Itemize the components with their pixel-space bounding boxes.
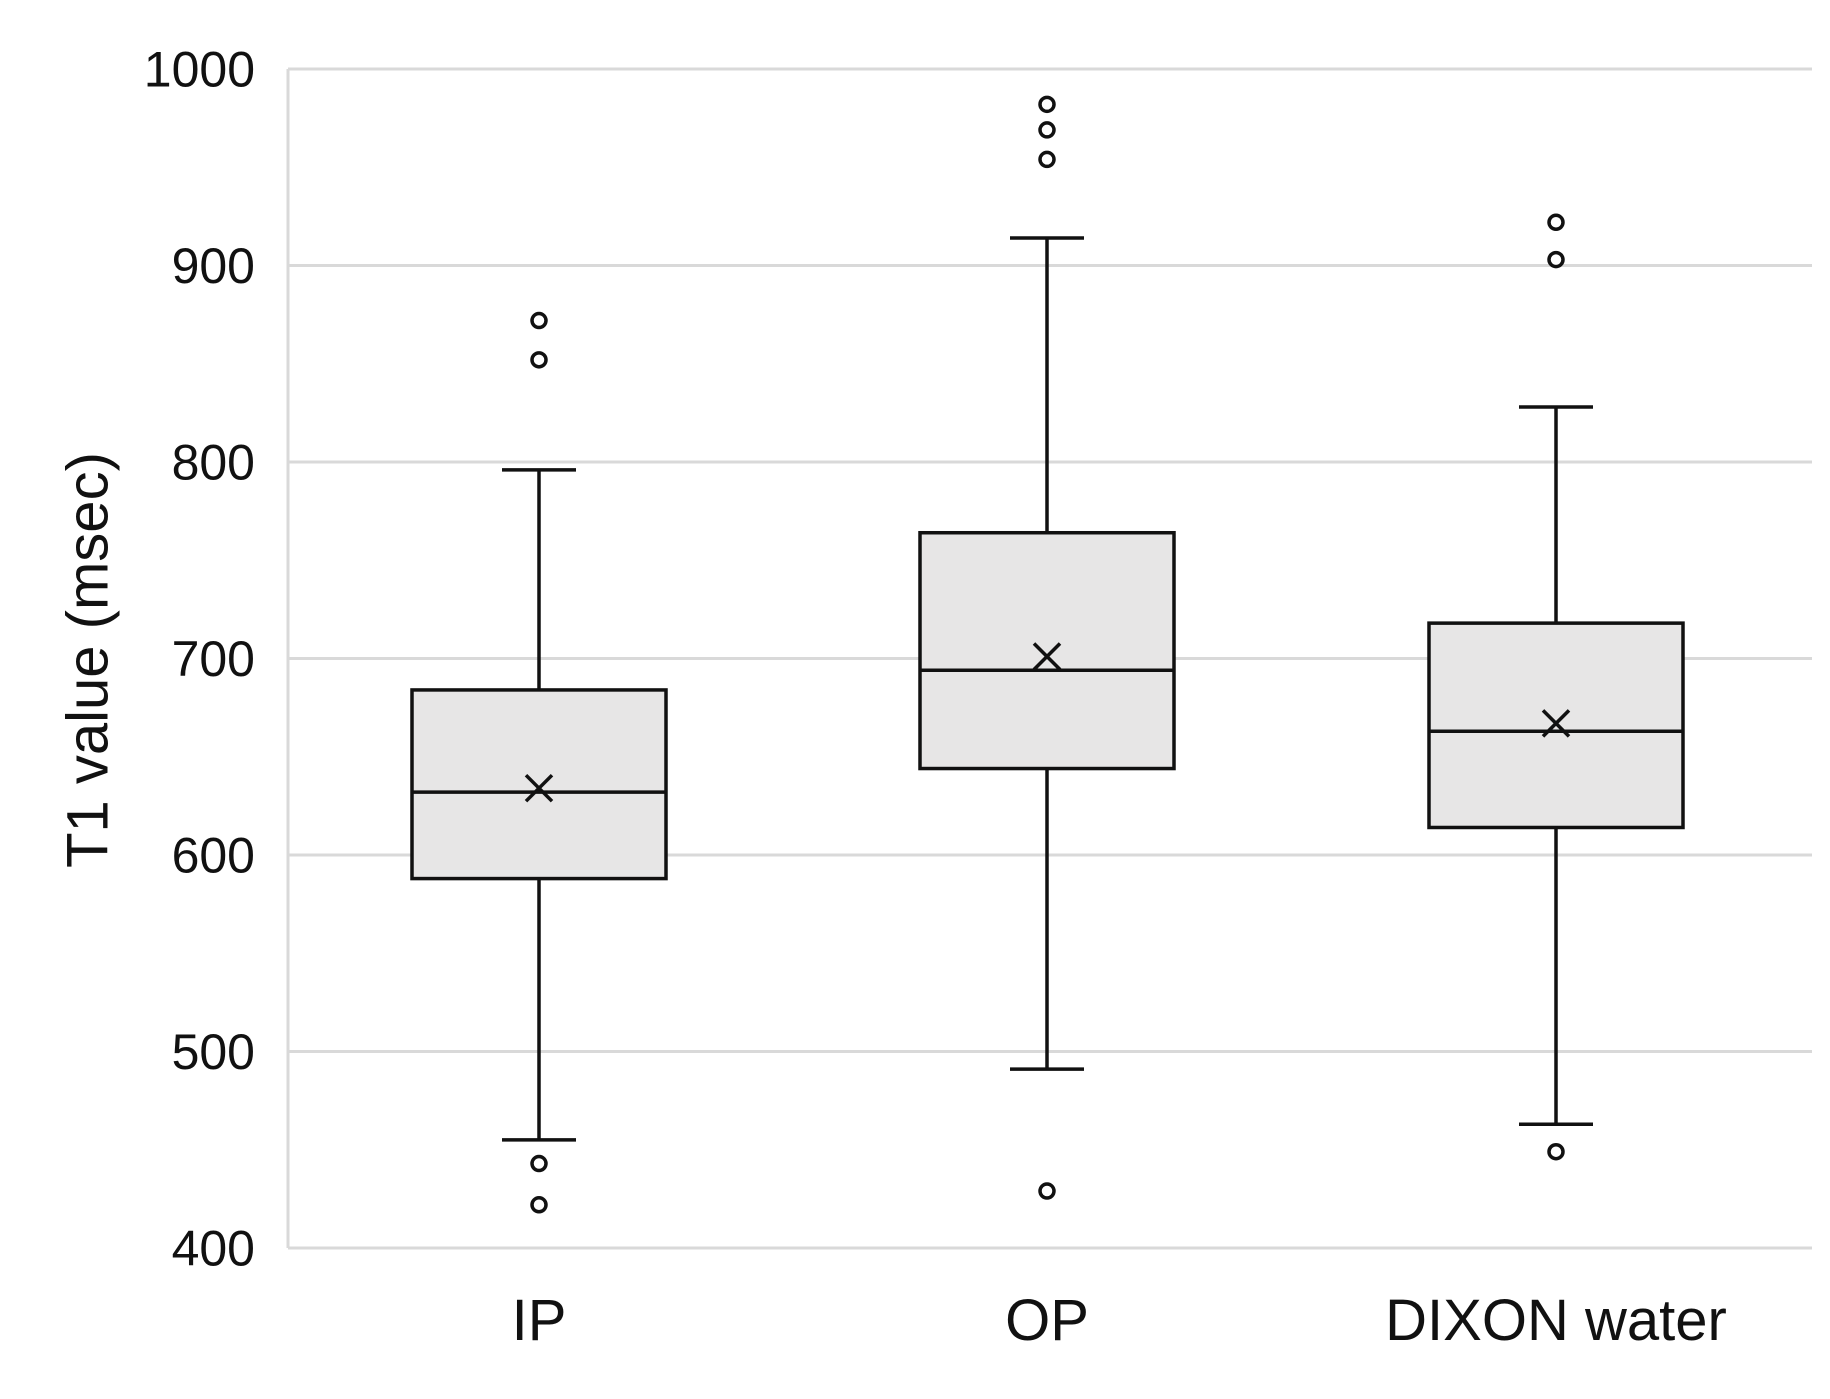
y-tick-label-1000: 1000: [144, 42, 255, 98]
outlier-point-ip-3: [530, 311, 548, 330]
outlier-point-op-3: [1038, 95, 1056, 114]
outlier-point-ip-2: [530, 351, 548, 369]
box-group-dixon-water: [1427, 213, 1685, 1161]
outlier-point-ip-0: [530, 1196, 548, 1214]
iqr-box-op: [918, 530, 1176, 771]
outlier-point-dixon-water-1: [1547, 250, 1565, 269]
mean-marker-op: [1032, 642, 1062, 671]
outlier-point-dixon-water-2: [1547, 213, 1565, 232]
boxes: [410, 95, 1685, 1214]
outlier-point-op-2: [1038, 121, 1056, 139]
y-axis-ticks: 400 500 600 700 800 900 1000: [144, 42, 255, 1277]
y-tick-label-600: 600: [172, 828, 255, 884]
box-group-ip: [410, 311, 668, 1214]
y-tick-label-500: 500: [172, 1024, 255, 1080]
y-axis-title: T1 value (msec): [55, 452, 120, 868]
y-tick-label-400: 400: [172, 1221, 255, 1277]
outlier-point-ip-1: [530, 1154, 548, 1173]
x-category-label-dixon-water: DIXON water: [1385, 1288, 1727, 1353]
x-axis-categories: IP OP DIXON water: [512, 1288, 1727, 1353]
x-category-label-op: OP: [1005, 1288, 1089, 1353]
outlier-point-dixon-water-0: [1547, 1142, 1565, 1161]
x-category-label-ip: IP: [512, 1288, 567, 1353]
y-tick-label-700: 700: [172, 631, 255, 687]
box-group-op: [918, 95, 1176, 1200]
outlier-point-op-0: [1038, 1182, 1056, 1200]
y-tick-label-800: 800: [172, 435, 255, 491]
y-tick-label-900: 900: [172, 238, 255, 294]
mean-marker-ip: [524, 773, 554, 803]
outlier-point-op-1: [1038, 150, 1056, 169]
iqr-box-ip: [410, 688, 668, 881]
mean-marker-dixon-water: [1541, 709, 1571, 738]
